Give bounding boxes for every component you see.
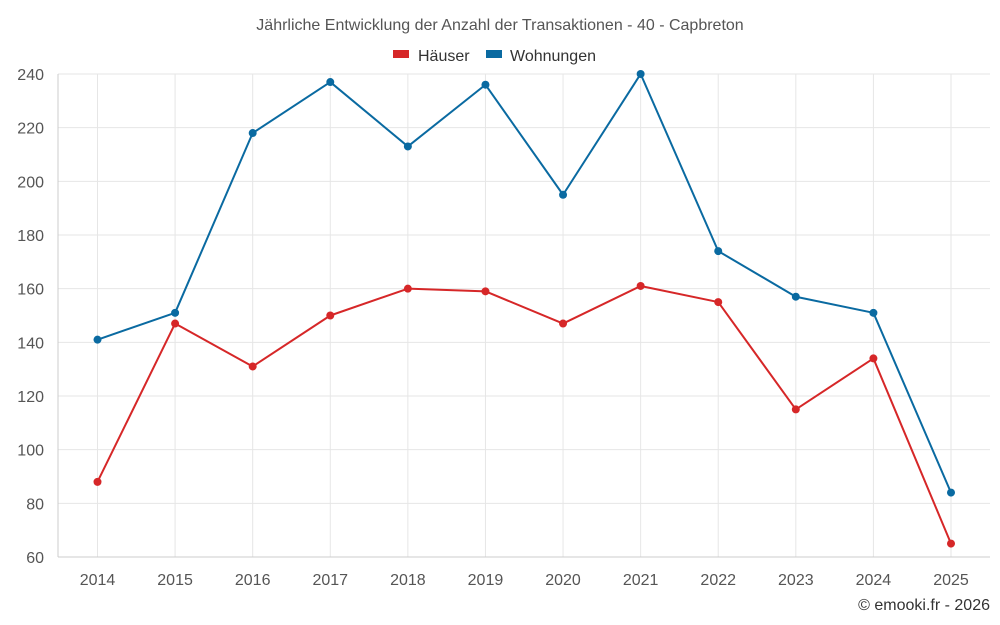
y-tick-label-240: 240	[17, 67, 44, 84]
data-point-hauser-2015[interactable]	[171, 319, 180, 328]
data-point-wohnungen-2022[interactable]	[714, 247, 723, 256]
data-point-hauser-2016[interactable]	[248, 362, 257, 371]
y-tick-label-220: 220	[17, 121, 44, 138]
series-lines	[96, 73, 952, 544]
y-tick-label-80: 80	[26, 496, 44, 513]
data-point-wohnungen-2024[interactable]	[869, 308, 878, 317]
chart-title: Jährliche Entwicklung der Anzahl der Tra…	[256, 17, 743, 34]
x-tick-label-2016: 2016	[235, 572, 271, 589]
axes: 60 80 100 120 140 160 180 200 220 240 2014 2015 2016…	[17, 67, 990, 589]
x-tick-label-2017: 2017	[312, 572, 348, 589]
x-tick-label-2014: 2014	[80, 572, 116, 589]
data-point-wohnungen-2018[interactable]	[403, 142, 412, 151]
y-tick-label-100: 100	[17, 443, 44, 460]
data-point-hauser-2018[interactable]	[403, 284, 412, 293]
y-tick-label-200: 200	[17, 174, 44, 191]
x-tick-label-2023: 2023	[778, 572, 814, 589]
y-tick-label-140: 140	[17, 335, 44, 352]
data-point-wohnungen-2019[interactable]	[481, 80, 490, 89]
x-tick-label-2022: 2022	[700, 572, 736, 589]
data-point-hauser-2024[interactable]	[869, 354, 878, 363]
y-tick-label-120: 120	[17, 389, 44, 406]
y-tick-label-160: 160	[17, 282, 44, 299]
legend-swatch-hauser	[393, 50, 409, 58]
data-point-wohnungen-2016[interactable]	[248, 129, 257, 138]
x-tick-label-2021: 2021	[623, 572, 659, 589]
x-tick-label-2025: 2025	[933, 572, 969, 589]
data-point-hauser-2014[interactable]	[93, 477, 102, 486]
data-point-wohnungen-2020[interactable]	[559, 190, 568, 199]
legend-label-hauser[interactable]: Häuser	[418, 48, 470, 65]
data-point-wohnungen-2015[interactable]	[171, 308, 180, 317]
grid	[58, 73, 990, 558]
data-point-hauser-2021[interactable]	[636, 281, 645, 290]
legend: Häuser Wohnungen	[393, 48, 596, 65]
data-point-wohnungen-2014[interactable]	[93, 335, 102, 344]
series-line-hauser	[96, 284, 952, 544]
data-point-hauser-2023[interactable]	[791, 405, 800, 414]
data-point-hauser-2020[interactable]	[559, 319, 568, 328]
y-tick-label-60: 60	[26, 550, 44, 567]
data-point-hauser-2019[interactable]	[481, 287, 490, 296]
x-tick-label-2020: 2020	[545, 572, 581, 589]
data-point-wohnungen-2023[interactable]	[791, 292, 800, 301]
series-line-wohnungen	[97, 73, 952, 493]
data-point-hauser-2017[interactable]	[326, 311, 335, 320]
data-point-hauser-2025[interactable]	[947, 539, 955, 548]
x-tick-label-2015: 2015	[157, 572, 193, 589]
y-tick-label-180: 180	[17, 228, 44, 245]
series-points	[93, 70, 955, 548]
data-point-wohnungen-2025[interactable]	[947, 488, 955, 497]
x-tick-label-2024: 2024	[856, 572, 892, 589]
legend-label-wohnungen[interactable]: Wohnungen	[510, 48, 596, 65]
x-tick-label-2018: 2018	[390, 572, 426, 589]
credit-text: © emooki.fr - 2026	[858, 597, 990, 614]
data-point-wohnungen-2021[interactable]	[636, 70, 645, 78]
data-point-hauser-2022[interactable]	[714, 298, 723, 307]
data-point-wohnungen-2017[interactable]	[326, 78, 335, 87]
x-tick-label-2019: 2019	[468, 572, 504, 589]
legend-swatch-wohnungen	[486, 50, 502, 58]
